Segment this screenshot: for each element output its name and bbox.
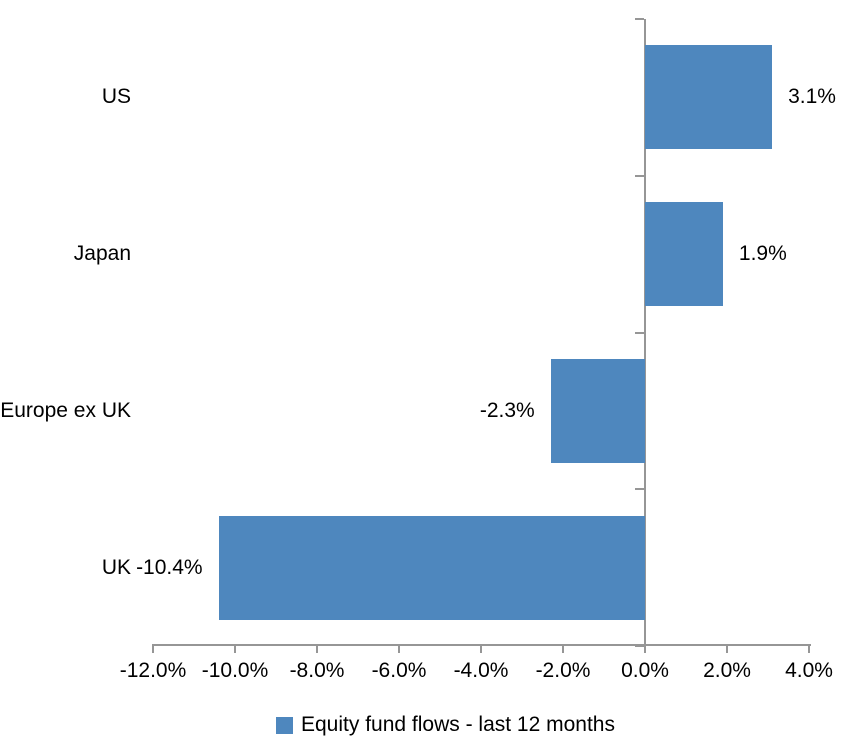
category-label: Europe ex UK xyxy=(0,398,131,422)
value-axis-tick xyxy=(808,644,810,653)
bar-us xyxy=(645,45,773,150)
legend-swatch-icon xyxy=(276,716,293,734)
value-axis-tick xyxy=(644,644,646,653)
value-axis-tick xyxy=(398,644,400,653)
legend-label: Equity fund flows - last 12 months xyxy=(301,713,615,736)
value-label: -2.3% xyxy=(479,398,535,422)
value-axis-line xyxy=(153,644,811,646)
category-axis-tick xyxy=(635,331,644,334)
value-axis-tick-label: -12.0% xyxy=(119,659,187,682)
value-label: 1.9% xyxy=(738,242,787,266)
value-label: 3.1% xyxy=(788,85,836,109)
category-axis-line xyxy=(644,19,646,653)
category-axis-tick xyxy=(635,174,644,177)
category-axis-tick xyxy=(635,645,644,647)
category-label: Japan xyxy=(73,242,131,266)
value-axis-tick xyxy=(316,644,318,653)
value-axis-tick-label: -10.0% xyxy=(201,659,269,682)
value-axis-tick xyxy=(480,644,482,653)
bar-japan xyxy=(645,202,723,307)
value-axis-tick xyxy=(726,644,728,653)
value-axis-tick xyxy=(562,644,564,653)
value-axis-tick xyxy=(234,644,236,653)
category-axis-tick xyxy=(635,18,644,20)
value-axis-tick-label: 2.0% xyxy=(703,659,751,682)
value-axis-tick-label: -8.0% xyxy=(289,659,345,682)
value-label: -10.4% xyxy=(136,555,203,579)
category-label: US xyxy=(101,85,131,109)
value-axis-tick-label: 0.0% xyxy=(621,659,669,682)
value-axis-tick xyxy=(152,644,154,653)
value-axis-tick-label: 4.0% xyxy=(785,659,833,682)
value-axis-tick-label: -6.0% xyxy=(371,659,427,682)
bar-uk xyxy=(218,515,645,620)
bar-europe-ex-uk xyxy=(550,358,645,463)
legend: Equity fund flows - last 12 months xyxy=(276,712,615,738)
category-label: UK xyxy=(101,555,131,579)
category-axis-tick xyxy=(635,488,644,491)
value-axis-tick-label: -2.0% xyxy=(535,659,591,682)
value-axis-tick-label: -4.0% xyxy=(453,659,509,682)
